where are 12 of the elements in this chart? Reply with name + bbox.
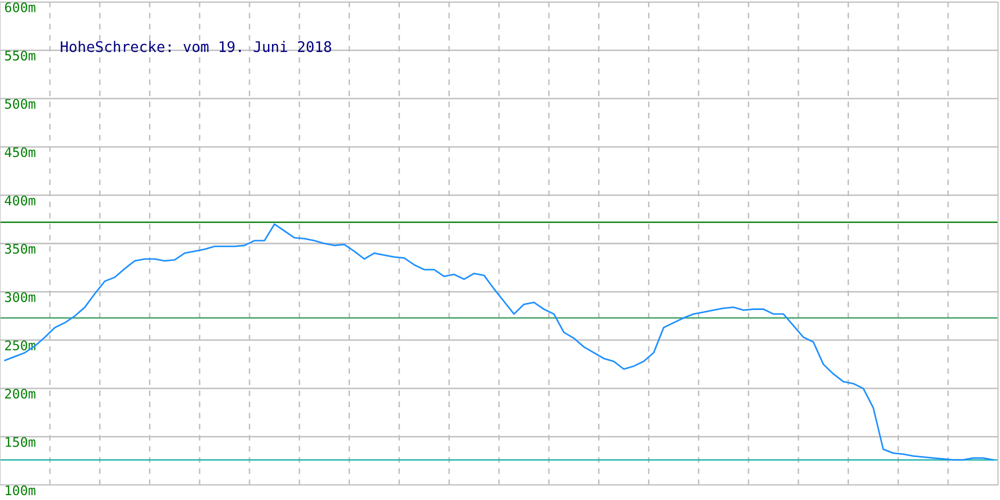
text: HoheSchrecke: vom 19. Juni 2018	[60, 40, 332, 52]
y-tick-label: 300m	[5, 292, 36, 302]
y-tick-label: 200m	[5, 388, 36, 399]
y-tick-label: 500m	[5, 98, 36, 109]
y-tick-label: 400m	[4, 196, 36, 206]
y-tick-label: 100m	[6, 485, 36, 496]
y-tick-label: 250m	[5, 340, 36, 350]
y-tick-label: 550m	[5, 50, 36, 61]
y-tick-label: 450m	[4, 147, 36, 158]
y-tick-label: 600m	[5, 2, 36, 12]
y-tick-label: 350m	[5, 244, 36, 254]
y-tick-label: 150m	[6, 437, 36, 447]
